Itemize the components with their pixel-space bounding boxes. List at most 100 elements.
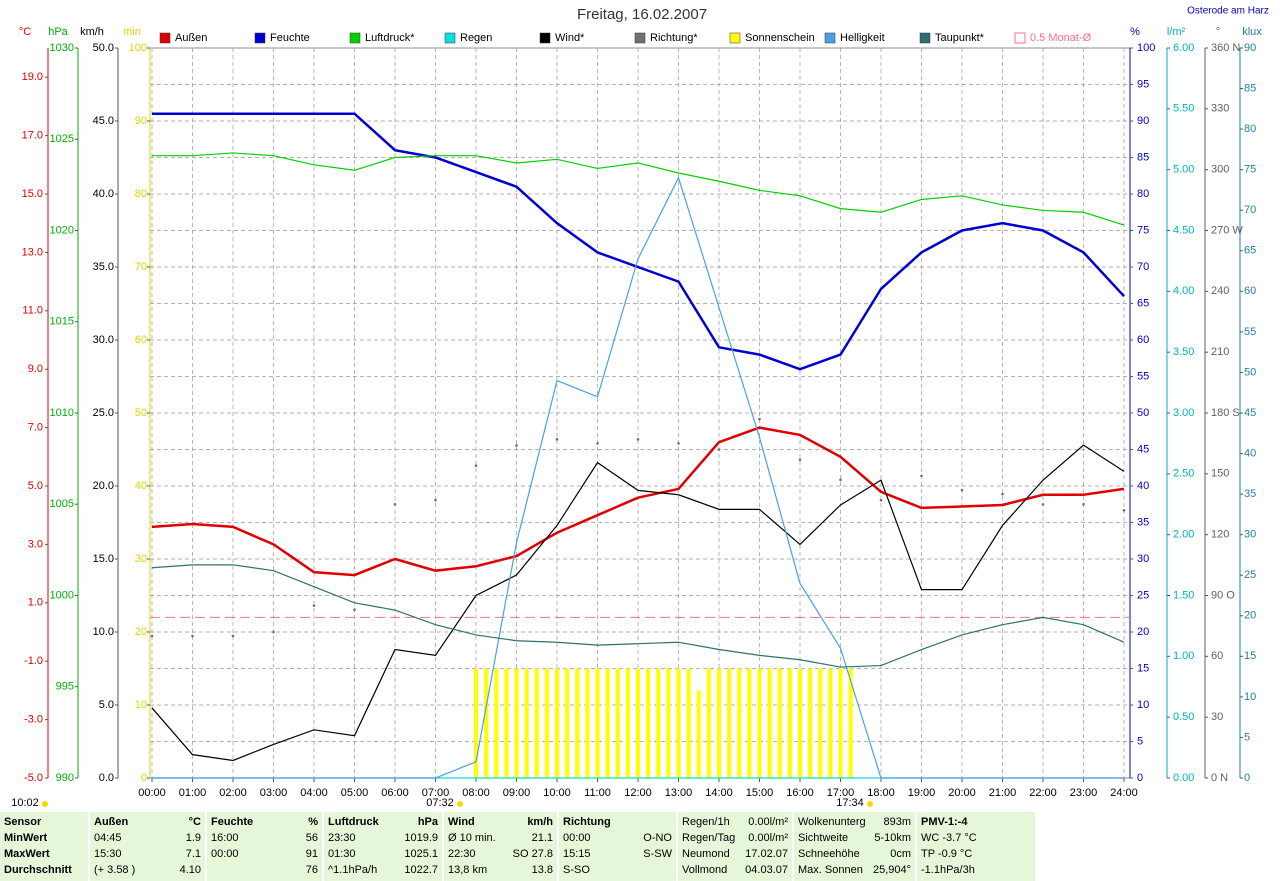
summary-row: Feuchte% bbox=[211, 814, 318, 830]
y-tick-label: 10.0 bbox=[93, 626, 114, 638]
y-tick-label: 35 bbox=[1137, 516, 1149, 528]
summary-cell: 25,904° bbox=[872, 864, 911, 876]
summary-cell: Schneehöhe bbox=[798, 848, 860, 860]
y-tick-label: 100 bbox=[129, 42, 147, 54]
direction-dot bbox=[515, 444, 518, 447]
y-tick-label: 40.0 bbox=[93, 188, 114, 200]
sunshine-bar bbox=[575, 668, 580, 778]
summary-row: 23:30 1019.9 bbox=[328, 830, 438, 846]
summary-row: MinWert bbox=[4, 830, 84, 846]
summary-cell: 91 bbox=[305, 848, 318, 860]
y-tick-label: 20 bbox=[1137, 626, 1149, 638]
x-tick-label: 19:00 bbox=[908, 787, 936, 799]
summary-cell: Außen bbox=[94, 816, 129, 828]
y-tick-label: 45 bbox=[1244, 407, 1256, 419]
sunshine-bar bbox=[787, 668, 792, 778]
sunshine-bar bbox=[524, 668, 529, 778]
y-tick-label: 5 bbox=[1137, 735, 1143, 747]
summary-cell: 76 bbox=[305, 864, 318, 876]
summary-row: 00:00 91 bbox=[211, 846, 318, 862]
y-tick-label: 1.00 bbox=[1173, 650, 1194, 662]
summary-cell: O-NO bbox=[643, 832, 672, 844]
summary-cell: Regen/Tag bbox=[682, 832, 736, 844]
summary-cell: 0.00l/m² bbox=[748, 816, 788, 828]
x-tick-label: 09:00 bbox=[503, 787, 531, 799]
summary-row: PMV-1:-4 bbox=[921, 814, 1031, 830]
y-tick-label: 1015 bbox=[50, 316, 74, 328]
summary-cell: 1022.7 bbox=[404, 864, 438, 876]
direction-dot bbox=[1001, 492, 1004, 496]
y-tick-label: 30 bbox=[135, 553, 147, 565]
sunshine-bar bbox=[838, 668, 843, 778]
legend-swatch bbox=[729, 32, 741, 44]
legend-label: Richtung* bbox=[650, 32, 698, 44]
direction-dot bbox=[920, 474, 923, 478]
sun-time: 07:32 bbox=[426, 797, 454, 809]
y-tick-label: 35 bbox=[1244, 488, 1256, 500]
y-tick-label: 5 bbox=[1244, 731, 1250, 743]
chart: Freitag, 16.02.2007 Osterode am Harz 00:… bbox=[11, 6, 1269, 809]
y-tick-label: 300 bbox=[1211, 164, 1229, 176]
y-tick-label: 180 S bbox=[1211, 407, 1240, 419]
summary-row: 13,8 km 13.8 bbox=[448, 862, 553, 878]
direction-dot bbox=[596, 442, 599, 445]
series-line bbox=[152, 176, 1124, 779]
summary-cell: 15:15 bbox=[563, 848, 591, 860]
x-tick-label: 10:00 bbox=[543, 787, 571, 799]
summary-cell: Ø 10 min. bbox=[448, 832, 496, 844]
summary-row: WC -3.7 °C bbox=[921, 830, 1031, 846]
direction-dot bbox=[555, 438, 559, 441]
y-tick-label: 19.0 bbox=[22, 71, 43, 83]
y-tick-label: 3.0 bbox=[28, 538, 43, 550]
summary-cell: % bbox=[308, 816, 318, 828]
summary-cell: 1.9 bbox=[185, 832, 201, 844]
sun-icon bbox=[457, 801, 463, 807]
summary-cell: SO 27.8 bbox=[512, 848, 553, 860]
y-tick-label: 100 bbox=[1137, 42, 1155, 54]
y-tick-label: 45 bbox=[1137, 443, 1149, 455]
summary-cell: MaxWert bbox=[4, 848, 50, 860]
y-axis-label: °C bbox=[19, 26, 31, 38]
y-axis-label: hPa bbox=[48, 26, 68, 38]
y-tick-label: 11.0 bbox=[22, 305, 43, 317]
summary-cell: Sensor bbox=[4, 816, 42, 828]
x-tick-label: 20:00 bbox=[948, 787, 976, 799]
y-tick-label: 40 bbox=[135, 480, 147, 492]
summary-cell: ^1.1hPa/h bbox=[328, 864, 378, 876]
summary-block: Richtung 00:00 O-NO 15:15 S-SW S-SO bbox=[559, 812, 676, 881]
legend-label: 0.5 Monat-Ø bbox=[1030, 32, 1092, 44]
y-tick-label: 90 O bbox=[1211, 589, 1235, 601]
y-axis-label: km/h bbox=[80, 26, 104, 38]
summary-row: Sichtweite 5-10km bbox=[798, 830, 911, 846]
summary-row: Sensor bbox=[4, 814, 84, 830]
sunshine-bar bbox=[808, 668, 813, 778]
y-tick-label: 90 bbox=[135, 115, 147, 127]
y-tick-label: 6.00 bbox=[1173, 42, 1194, 54]
y-tick-label: 60 bbox=[135, 334, 147, 346]
y-tick-label: 5.00 bbox=[1173, 164, 1194, 176]
y-tick-label: 55 bbox=[1137, 370, 1149, 382]
sun-icon bbox=[42, 801, 48, 807]
summary-block: Regen/1h 0.00l/m² Regen/Tag 0.00l/m² Neumond… bbox=[678, 812, 792, 881]
y-tick-label: 75 bbox=[1137, 224, 1149, 236]
x-tick-label: 16:00 bbox=[786, 787, 814, 799]
x-tick-label: 12:00 bbox=[624, 787, 652, 799]
summary: Sensor MinWert MaxWert Durchschnitt Außen °C 0… bbox=[0, 812, 1280, 881]
x-tick-label: 07:00 bbox=[422, 787, 450, 799]
summary-cell: hPa bbox=[417, 816, 438, 828]
y-tick-label: 95 bbox=[1137, 78, 1149, 90]
y-tick-label: 70 bbox=[1137, 261, 1149, 273]
y-tick-label: -5.0 bbox=[24, 772, 43, 784]
summary-block: Feuchte% 16:00 56 00:00 91 76 bbox=[207, 812, 322, 881]
x-tick-label: 18:00 bbox=[867, 787, 895, 799]
y-tick-label: 0.50 bbox=[1173, 711, 1194, 723]
y-tick-label: 15 bbox=[1137, 662, 1149, 674]
y-tick-label: 0 N bbox=[1211, 772, 1228, 784]
y-tick-label: 30.0 bbox=[93, 334, 114, 346]
sunshine-bar bbox=[605, 668, 610, 778]
summary-cell: 13,8 km bbox=[448, 864, 488, 876]
y-tick-label: 0 bbox=[1137, 772, 1143, 784]
summary-row: 15:15 S-SW bbox=[563, 846, 672, 862]
summary-row: ^1.1hPa/h 1022.7 bbox=[328, 862, 438, 878]
